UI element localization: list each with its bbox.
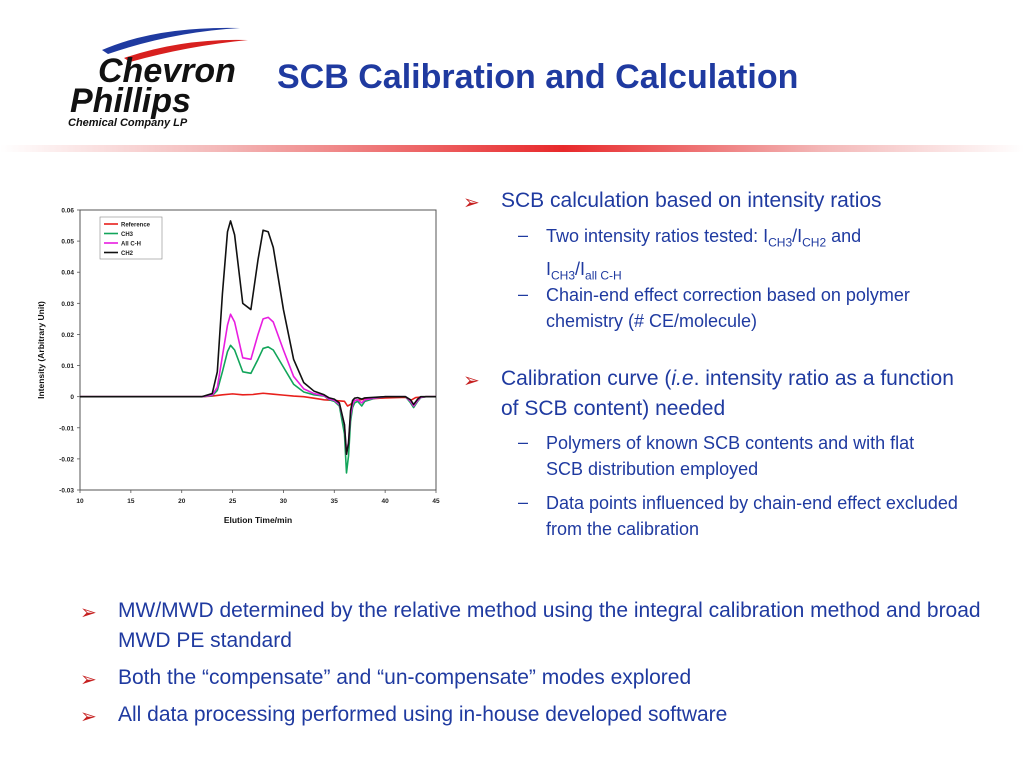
x-tick-label: 45 [432, 498, 440, 505]
legend-label: CH3 [121, 232, 134, 238]
x-tick-label: 35 [331, 498, 339, 505]
x-axis-label: Elution Time/min [224, 515, 292, 525]
bullet-arrow-3: ➢ [80, 602, 97, 624]
bullet-scb-calc: SCB calculation based on intensity ratio… [501, 189, 882, 212]
dash-3: – [518, 432, 529, 452]
x-tick-label: 10 [76, 498, 84, 505]
sub-known-scb: Polymers of known SCB contents and with … [546, 433, 915, 479]
intensity-chart: -0.03 -0.02 -0.01 0 0.01 0.02 0.03 0.04 0.05 0.06… [36, 208, 440, 526]
dash-1: – [518, 225, 529, 245]
legend-label: Reference [121, 222, 151, 228]
logo-line2: Phillips [70, 82, 191, 120]
title-divider [0, 145, 1024, 152]
y-tick-label: -0.02 [59, 456, 74, 463]
x-tick-label: 15 [127, 498, 135, 505]
bullet-mw-mwd: MW/MWD determined by the relative method… [118, 599, 981, 652]
y-tick-label: 0.06 [61, 208, 74, 215]
logo-swoosh-blue [102, 27, 240, 54]
y-tick-label: 0.04 [61, 270, 74, 277]
logo-swoosh-red [124, 39, 248, 62]
x-tick-label: 30 [280, 498, 288, 505]
y-tick-label: 0.03 [61, 301, 74, 308]
x-tick-label: 25 [229, 498, 237, 505]
y-tick-label: 0 [70, 394, 74, 401]
logo-line1: Chevron [98, 52, 236, 90]
series-line-reference [80, 392, 436, 407]
x-tick-label: 20 [178, 498, 186, 505]
bullet-arrow-5: ➢ [80, 706, 97, 728]
chevron-phillips-logo: Chevron Phillips Chemical Company LP [68, 27, 248, 129]
x-tick-label: 40 [382, 498, 390, 505]
y-tick-label: 0.02 [61, 332, 74, 339]
legend-label: CH2 [121, 251, 134, 257]
bullet-calibration-curve: Calibration curve (i.e. intensity ratio … [501, 367, 954, 420]
series-line-ch2 [80, 220, 436, 456]
dash-2: – [518, 284, 529, 304]
y-tick-label: 0.01 [61, 363, 74, 370]
sub-intensity-ratios: Two intensity ratios tested: ICH3/ICH2 a… [546, 226, 862, 283]
logo-line3: Chemical Company LP [68, 117, 188, 129]
bullet-arrow-1: ➢ [463, 192, 480, 214]
sub-chain-end: Chain-end effect correction based on pol… [546, 285, 910, 331]
bullet-software: All data processing performed using in-h… [118, 703, 728, 726]
bullet-arrow-2: ➢ [463, 370, 480, 392]
bullet-modes: Both the “compensate” and “un-compensate… [118, 666, 692, 689]
dash-4: – [518, 492, 529, 512]
bullet-arrow-4: ➢ [80, 669, 97, 691]
slide-title: SCB Calibration and Calculation [277, 58, 799, 96]
legend-label: All C-H [121, 241, 141, 247]
sub-data-points: Data points influenced by chain-end effe… [546, 493, 958, 539]
y-axis-label: Intensity (Arbitrary Unit) [36, 301, 46, 399]
y-tick-label: -0.01 [59, 425, 74, 432]
y-tick-label: -0.03 [59, 488, 74, 495]
y-tick-label: 0.05 [61, 239, 74, 246]
